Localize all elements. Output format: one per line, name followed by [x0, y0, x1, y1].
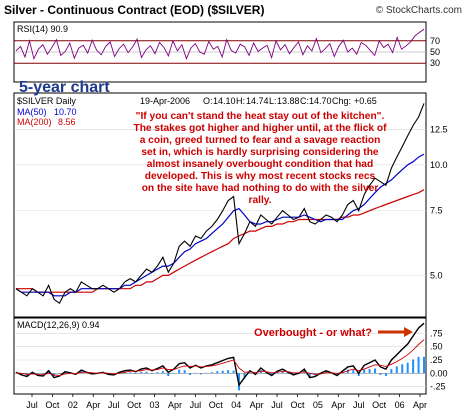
price-tick-label: 7.5: [430, 206, 443, 216]
change-label: Chg:: [332, 96, 351, 106]
close-label: C:: [300, 96, 309, 106]
change-value: +0.65: [354, 96, 377, 106]
x-tick-label: Apr: [250, 400, 264, 410]
annotation-line: a coin, greed turned to fear and a savag…: [140, 135, 381, 146]
ma200-name: MA(200): [17, 117, 52, 127]
macd-panel: [13, 317, 427, 395]
macd-tick-label: -.25: [430, 382, 446, 392]
rsi-label: RSI(14) 90.9: [17, 24, 68, 34]
annotation-line: rally.: [248, 195, 271, 206]
macd-layer: -.25 0.00 .25 .50 .75: [14, 322, 448, 392]
macd-label: MACD(12,26,9) 0.94: [17, 320, 100, 330]
price-line: [15, 103, 425, 305]
macd-signal-line: [15, 339, 425, 376]
price-layer: 5.0 7.5 10.0 12.5: [14, 103, 448, 305]
annotation-line: The stakes got higher and higher until, …: [133, 123, 387, 134]
close-value: 14.70: [309, 96, 332, 106]
x-tick-label: Jul: [108, 400, 120, 410]
ma50-name: MA(50): [17, 107, 47, 117]
price-panel: [13, 92, 427, 318]
price-tick-label: 12.5: [430, 124, 448, 134]
x-tick-label: Oct: [372, 400, 387, 410]
annotation-line: on the site have had nothing to do with …: [142, 183, 379, 194]
annotation-line: almost insanely overbought condition tha…: [147, 159, 373, 170]
x-tick-label: 06: [395, 400, 405, 410]
x-tick-label: Jul: [190, 400, 202, 410]
x-tick-label: Apr: [168, 400, 182, 410]
rsi-tick-label: 50: [430, 47, 440, 57]
x-tick-label: Oct: [209, 400, 224, 410]
ma200-line: [16, 189, 425, 293]
date-stamp: 19-Apr-2006: [140, 96, 190, 106]
macd-tick-label: 0.00: [430, 368, 448, 378]
x-tick-label: Jul: [271, 400, 283, 410]
ma50-line: [15, 153, 425, 297]
price-tick-label: 10.0: [430, 160, 448, 170]
x-tick-label: 04: [231, 400, 241, 410]
rsi-line: [15, 28, 425, 61]
open-label: O:: [203, 96, 213, 106]
low-label: L:: [269, 96, 277, 106]
x-tick-label: 02: [68, 400, 78, 410]
low-value: 13.88: [277, 96, 300, 106]
high-label: H:: [236, 96, 245, 106]
overbought-annotation: Overbought - or what?: [254, 327, 372, 339]
macd-tick-label: .50: [430, 342, 443, 352]
overbought-arrow: [378, 327, 413, 337]
x-tick-label: 05: [313, 400, 323, 410]
open-value: 14.10: [213, 96, 236, 106]
x-tick-label: Apr: [413, 400, 427, 410]
annotation-line: "If you can't stand the heat stay out of…: [136, 111, 385, 122]
x-tick-label: Jul: [353, 400, 365, 410]
price-tick-label: 5.0: [430, 270, 443, 280]
ma200-value: 8.56: [58, 117, 76, 127]
ma50-value: 10.70: [54, 107, 77, 117]
x-tick-label: Oct: [127, 400, 142, 410]
five-year-label: 5-year chart: [19, 79, 110, 96]
ma50-legend: MA(50) 10.70: [17, 107, 77, 117]
macd-tick-label: .75: [430, 328, 443, 338]
x-tick-label: Oct: [45, 400, 60, 410]
chart-title: Silver - Continuous Contract (EOD) ($SIL…: [4, 3, 264, 17]
x-tick-label: 03: [150, 400, 160, 410]
price-annotation: "If you can't stand the heat stay out of…: [133, 111, 387, 206]
ohlc-readout: O: 14.10 H: 14.74 L: 13.88 C: 14.70 Chg:…: [203, 96, 377, 106]
ma200-legend: MA(200) 8.56: [17, 117, 76, 127]
rsi-tick-label: 70: [430, 36, 440, 46]
x-tick-label: Apr: [86, 400, 100, 410]
watermark: © StockCharts.com: [376, 5, 462, 16]
x-tick-label: Oct: [290, 400, 305, 410]
annotation-line: set in, which is hardly surprising consi…: [141, 147, 379, 158]
macd-tick-label: .25: [430, 355, 443, 365]
high-value: 14.74: [246, 96, 269, 106]
x-tick-label: Apr: [331, 400, 345, 410]
x-axis: Jul Oct 02 Apr Jul Oct 03 Apr Jul Oct 04 Apr Jul Oct 0…: [26, 394, 427, 410]
x-tick-label: Jul: [26, 400, 38, 410]
rsi-tick-label: 30: [430, 58, 440, 68]
price-series-label: $SILVER Daily: [17, 96, 76, 106]
annotation-line: developed. This is why most recent stock…: [145, 171, 376, 182]
